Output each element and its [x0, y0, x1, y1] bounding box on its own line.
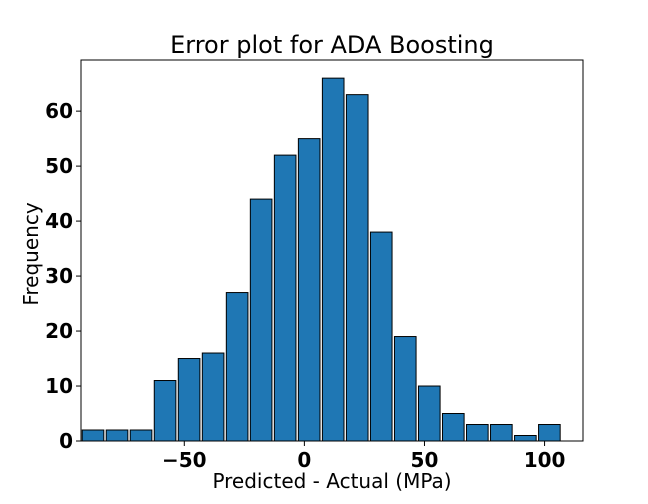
y-tick-label: 50 — [45, 154, 73, 178]
histogram-bar — [441, 413, 465, 442]
y-tick-label: 30 — [45, 264, 73, 288]
histogram-bar — [297, 138, 321, 442]
histogram-bar — [490, 424, 513, 442]
chart-title: Error plot for ADA Boosting — [170, 31, 494, 59]
histogram-bar — [225, 292, 249, 442]
x-axis-ticks: −50 0 50 100 — [162, 441, 565, 472]
histogram-bar — [514, 435, 537, 442]
y-tick-label: 40 — [45, 209, 73, 233]
histogram-bar — [538, 424, 561, 442]
histogram-bar — [345, 94, 369, 442]
histogram-bar — [105, 429, 129, 442]
histogram-bar — [273, 154, 297, 442]
histogram-bar — [466, 424, 489, 442]
bars — [81, 77, 561, 442]
x-tick-label: 0 — [297, 448, 311, 472]
histogram-bar — [129, 429, 153, 442]
y-tick-label: 0 — [59, 429, 73, 453]
histogram-bar — [321, 77, 345, 442]
y-axis-ticks: 0 10 20 30 40 50 60 — [45, 99, 81, 453]
histogram-bar — [417, 385, 441, 442]
histogram-bar — [393, 336, 417, 442]
x-tick-label: 50 — [411, 448, 439, 472]
plot-frame — [80, 59, 584, 442]
histogram-bar — [81, 429, 105, 442]
y-tick-label: 20 — [45, 319, 73, 343]
x-tick-label: −50 — [162, 448, 207, 472]
histogram-bar — [201, 352, 225, 442]
y-axis-label: Frequency — [19, 202, 43, 305]
histogram-bar — [177, 358, 201, 442]
y-tick-label: 10 — [45, 374, 73, 398]
histogram-bar — [249, 198, 273, 442]
x-axis-label: Predicted - Actual (MPa) — [212, 469, 451, 493]
histogram-bar — [153, 380, 177, 442]
histogram-bar — [369, 231, 393, 442]
x-tick-label: 100 — [524, 448, 566, 472]
y-tick-label: 60 — [45, 99, 73, 123]
